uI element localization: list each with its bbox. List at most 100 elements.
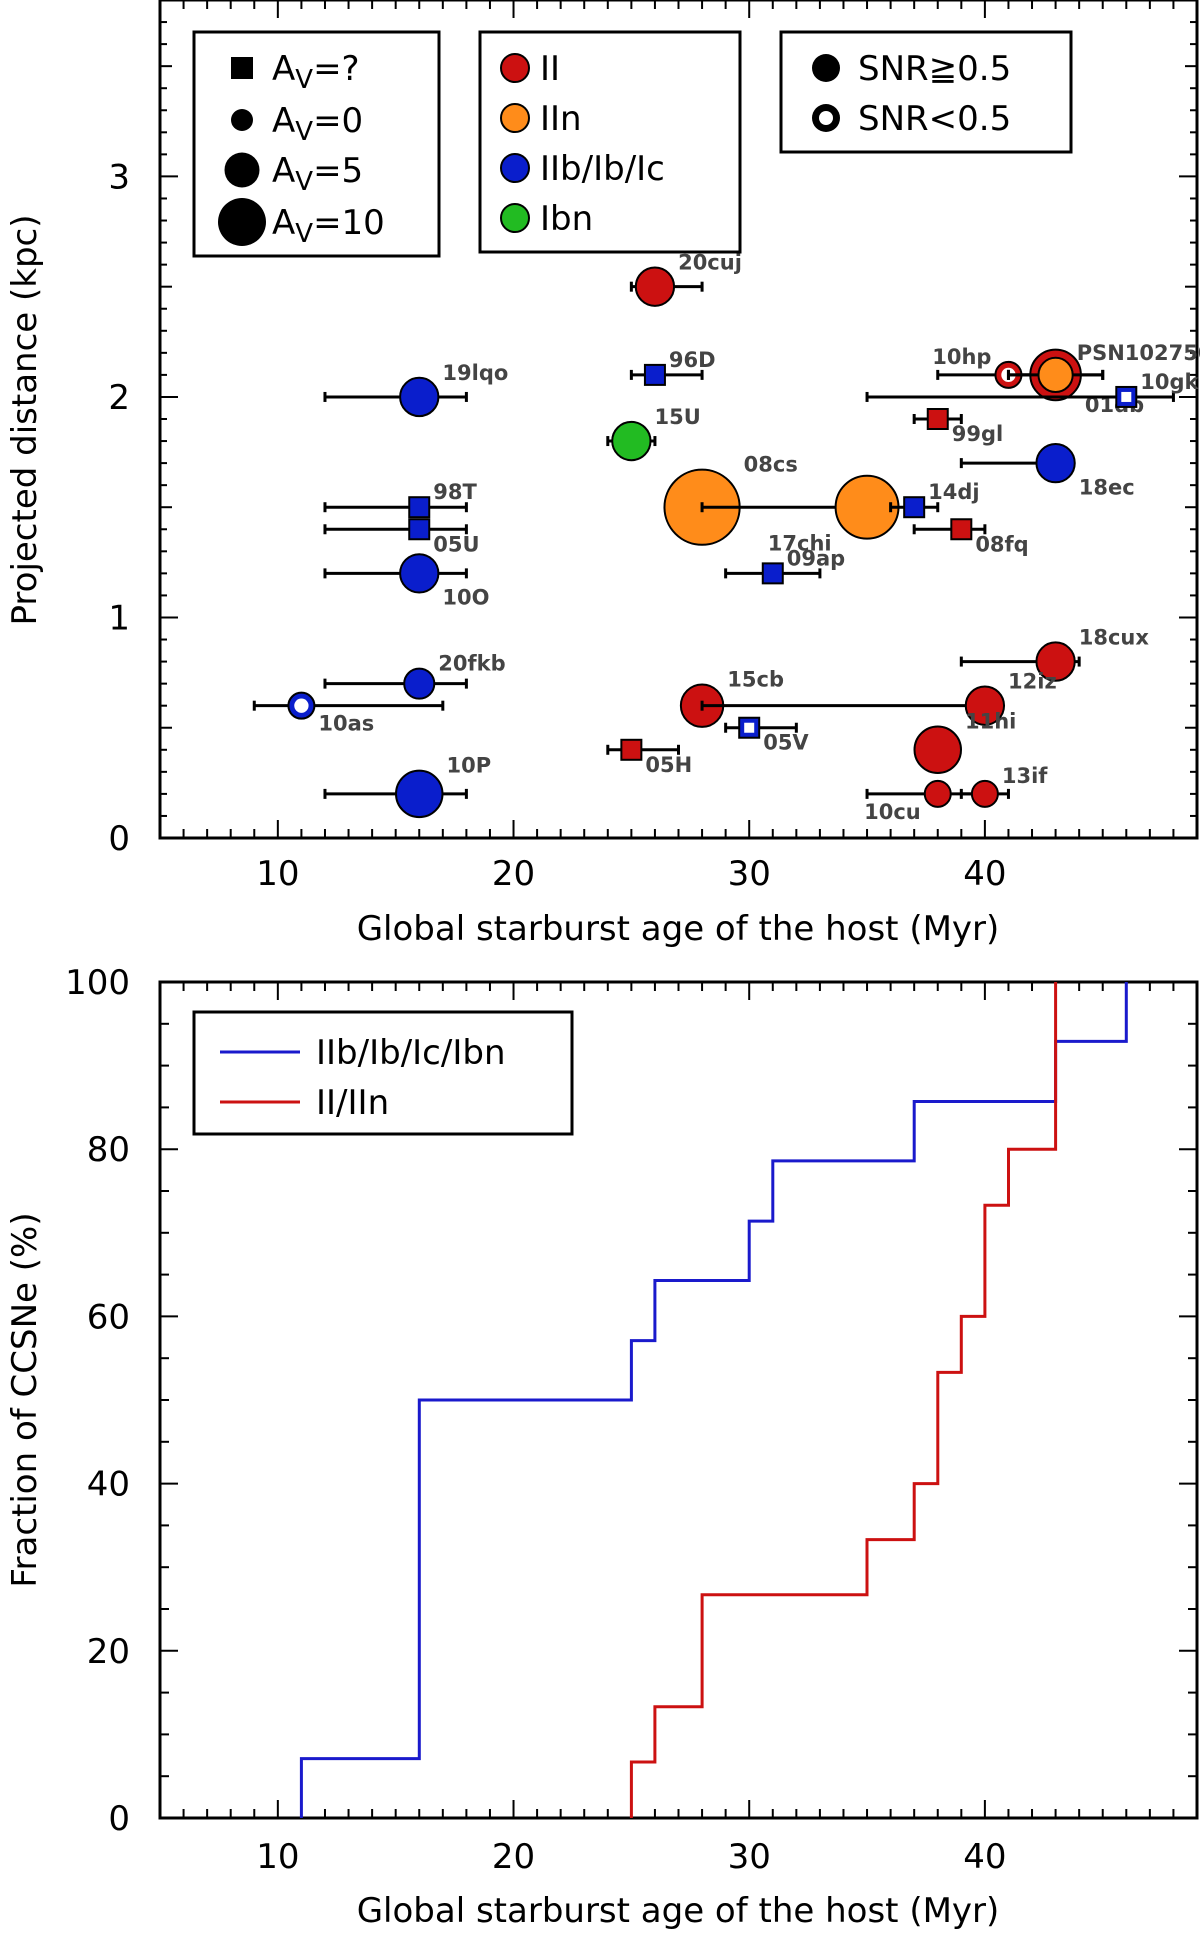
sn-point-99gl: 99gl: [912, 408, 1003, 446]
circle-marker: [399, 553, 440, 594]
legend-av-entry: AV=0: [231, 101, 363, 147]
legend-av-subscript: V: [295, 117, 313, 147]
legend-av-suffix: =10: [313, 203, 385, 243]
legend-cdf-items: IIb/Ib/Ic/Ibn II/IIn: [220, 1033, 506, 1123]
point-label: 10cu: [864, 800, 921, 824]
y-tick-label-bottom: 100: [65, 963, 130, 1003]
point-label: 99gl: [952, 422, 1003, 446]
square-marker: [903, 496, 926, 519]
y-tick-label: 0: [108, 819, 130, 859]
x-tick-label: 10: [256, 854, 299, 894]
legend-type-marker: [500, 53, 530, 83]
x-tick-label-bottom: 30: [728, 1837, 771, 1877]
legend-type-label: II: [540, 49, 560, 89]
circle-marker: [923, 779, 952, 808]
circle-marker: [1035, 641, 1076, 682]
legend-cdf: IIb/Ib/Ic/Ibn II/IIn: [192, 1010, 574, 1136]
circle-marker: [634, 266, 676, 307]
point-label: 98T: [433, 480, 477, 504]
legend-av-suffix: =5: [313, 151, 363, 191]
square-marker-hole: [744, 722, 755, 733]
sn-point-PSN102750: PSN102750: [1006, 341, 1200, 393]
point-label: 20cuj: [678, 251, 742, 275]
sn-point-11hi: 11hi: [913, 710, 1016, 775]
legend-snr-marker-hole: [819, 111, 833, 125]
legend-snr-items: SNR≧0.5 SNR<0.5: [812, 49, 1011, 139]
legend-type-marker: [500, 153, 530, 183]
legend-circle-marker: [224, 152, 260, 188]
point-label: PSN102750: [1077, 341, 1200, 365]
point-label: 05U: [433, 532, 479, 556]
point-label: 18ec: [1079, 475, 1135, 499]
point-label: 12iz: [1008, 670, 1057, 694]
square-marker: [620, 738, 643, 761]
legend-av-subscript: V: [295, 167, 313, 197]
y-tick-label-bottom: 80: [87, 1130, 130, 1170]
sn-point-10as: 10as: [252, 691, 445, 736]
y-axis-label-bottom: Fraction of CCSNe (%): [5, 1212, 45, 1587]
point-label: 09ap: [787, 546, 845, 570]
legend-type-marker: [500, 203, 530, 233]
legend-circle-marker: [218, 198, 266, 246]
circle-marker: [395, 769, 444, 819]
sn-point-10gk: 10gk: [865, 370, 1200, 408]
sn-point-05V: 05V: [724, 716, 809, 755]
x-tick-label-bottom: 40: [963, 1837, 1006, 1877]
point-label: 15cb: [727, 667, 784, 691]
sn-point-10P: 10P: [323, 754, 492, 819]
legend-av-subscript: V: [295, 219, 313, 249]
y-tick-label-bottom: 40: [87, 1465, 130, 1505]
point-label: 05H: [645, 753, 692, 777]
circle-marker: [970, 779, 999, 808]
axis-ticks: [160, 0, 1197, 839]
circle-marker: [1035, 442, 1076, 484]
circle-marker: [834, 474, 900, 540]
sn-point-20fkb: 20fkb: [323, 652, 506, 700]
legend-circle-marker: [231, 109, 253, 131]
point-label: 10P: [447, 754, 492, 778]
sn-point-19lqo: 19lqo: [323, 361, 508, 418]
circle-marker: [1037, 356, 1074, 393]
legend-snr-label: SNR≧0.5: [858, 49, 1011, 89]
sn-point-05U: 05U: [323, 518, 480, 556]
legend-av: AV=? AV=0AV=5 AV=10: [192, 30, 441, 258]
legend-av-suffix: =0: [313, 101, 363, 141]
legend-cdf-label: II/IIn: [316, 1083, 389, 1123]
circle-marker-hole: [294, 698, 309, 713]
point-label: 11hi: [965, 710, 1016, 734]
square-marker: [926, 408, 949, 430]
point-label: 10hp: [932, 345, 991, 369]
legend-cdf-frame: [192, 1010, 574, 1136]
point-label: 05V: [763, 731, 809, 755]
sn-point-15cb: 15cb: [679, 667, 784, 728]
point-label: 19lqo: [442, 361, 508, 385]
legend-av-subscript: V: [295, 65, 313, 95]
circle-marker: [913, 725, 962, 775]
y-tick-label: 1: [108, 598, 130, 638]
point-label: 10as: [318, 712, 374, 736]
legend-type-label: Ibn: [540, 199, 593, 239]
y-tick-label-bottom: 20: [87, 1632, 130, 1672]
point-label: 10O: [442, 586, 489, 610]
sn-point-20cuj: 20cuj: [629, 251, 742, 307]
legend-type-items: II IIn IIb/Ib/Ic Ibn: [500, 49, 665, 239]
circle-marker: [403, 667, 436, 700]
sn-point-10O: 10O: [323, 553, 489, 610]
point-label: 10gk: [1140, 370, 1199, 394]
sn-point-96D: 96D: [629, 348, 716, 386]
legend-snr-label: SNR<0.5: [858, 99, 1011, 139]
point-label: 08fq: [975, 532, 1028, 556]
x-tick-label: 20: [492, 854, 535, 894]
point-label: 13if: [1002, 764, 1048, 788]
legend-av-entry: AV=10: [218, 198, 385, 249]
cdf-lines: [299, 982, 1128, 1818]
tick-labels: 10 20 30 40 0 1 2 3: [108, 157, 1006, 894]
y-tick-label: 3: [108, 157, 130, 197]
sn-point-13if: 13if: [959, 764, 1048, 808]
y-axis-label: Projected distance (kpc): [5, 214, 45, 625]
legend-av-label: AV=?: [272, 49, 360, 95]
legend-snr: SNR≧0.5 SNR<0.5: [779, 30, 1073, 154]
legend-av-suffix: =?: [313, 49, 360, 89]
